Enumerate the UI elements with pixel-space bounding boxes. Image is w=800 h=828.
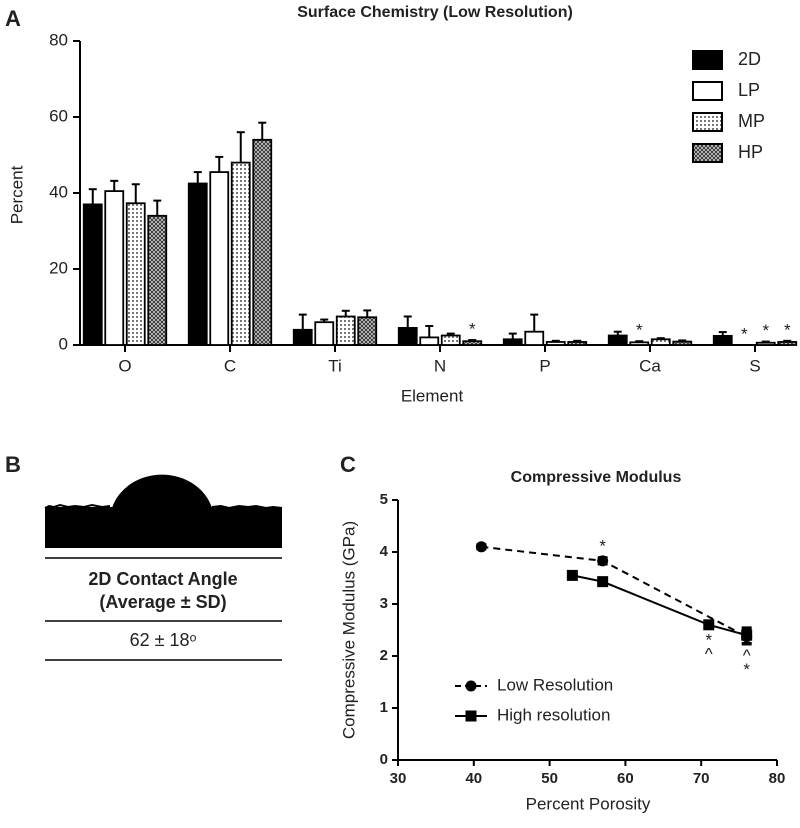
y-tick-label: 40 (49, 182, 68, 201)
table-rules (45, 557, 282, 661)
x-tick-label: Ca (639, 356, 661, 375)
series-line (572, 574, 747, 637)
marker (597, 576, 609, 588)
bar (629, 341, 650, 346)
marker (465, 680, 477, 692)
y-tick-label: 1 (380, 699, 388, 716)
significance-mark: * (741, 324, 748, 343)
x-tick-label: S (749, 356, 760, 375)
y-tick-label: 20 (49, 258, 68, 277)
significance-mark: ^ (743, 646, 751, 665)
bar (755, 341, 776, 346)
bar (440, 334, 461, 346)
y-tick-label: 2 (380, 647, 388, 664)
bar (502, 338, 523, 346)
bar (125, 202, 146, 346)
x-tick-label: 70 (693, 770, 710, 787)
bar (462, 340, 483, 346)
legend-swatch (692, 143, 723, 163)
x-tick-label: C (224, 356, 236, 375)
significance-mark: * (762, 321, 769, 340)
legend-label: Low Resolution (497, 675, 613, 694)
significance-mark: * (743, 660, 750, 679)
bar (397, 326, 418, 346)
bar (357, 316, 378, 346)
x-axis-label: Percent Porosity (526, 794, 651, 813)
x-tick-label: 50 (541, 770, 558, 787)
table-value: 62 ± 18ᵒ (130, 630, 197, 650)
legend-swatch (692, 81, 723, 101)
bar (545, 341, 566, 346)
x-tick-label: 30 (390, 770, 407, 787)
bar (335, 315, 356, 346)
panel-letter: C (340, 452, 356, 477)
legend-swatch (692, 112, 723, 132)
marker (597, 555, 609, 567)
panel-letter: B (5, 452, 21, 477)
bar (314, 321, 335, 346)
legend-swatch (692, 50, 723, 70)
legend-label: MP (738, 111, 765, 131)
bar (607, 334, 628, 346)
y-tick-label: 5 (380, 491, 388, 508)
chart-title: Compressive Modulus (511, 469, 682, 486)
bar (777, 341, 798, 346)
bar (209, 171, 230, 346)
panel-letter: A (5, 6, 21, 31)
x-axis-label: Element (401, 386, 464, 405)
x-tick-label: Ti (328, 356, 342, 375)
x-tick-label: 60 (617, 770, 634, 787)
significance-mark: * (469, 320, 476, 339)
significance-mark: ^ (705, 644, 713, 663)
y-axis-label: Compressive Modulus (GPa) (339, 521, 358, 739)
x-tick-label: O (118, 356, 131, 375)
legend-label: HP (738, 142, 763, 162)
y-tick-label: 80 (49, 30, 68, 49)
y-tick-label: 3 (380, 595, 388, 612)
bar (230, 161, 251, 346)
legend-label: 2D (738, 49, 761, 69)
y-tick-label: 0 (59, 334, 68, 353)
significance-mark: * (705, 630, 712, 649)
bar (419, 336, 440, 346)
marker (465, 710, 477, 722)
marker (703, 619, 715, 631)
table-header: (Average ± SD) (99, 592, 226, 612)
droplet-image (44, 474, 283, 548)
significance-mark: * (599, 537, 606, 556)
bar (147, 214, 168, 346)
y-axis-label: Percent (7, 165, 26, 224)
bar (292, 328, 313, 346)
bar (252, 138, 273, 346)
significance-mark: * (784, 320, 791, 339)
bar (712, 334, 733, 346)
significance-mark: * (636, 321, 643, 340)
bar (82, 203, 103, 346)
x-tick-label: 40 (465, 770, 482, 787)
bar (567, 341, 588, 346)
y-tick-label: 0 (380, 751, 388, 768)
marker (566, 569, 578, 581)
bar (524, 330, 545, 346)
y-tick-label: 4 (380, 543, 389, 560)
bar (104, 190, 125, 346)
chart-title: Surface Chemistry (Low Resolution) (297, 4, 573, 21)
y-tick-label: 60 (49, 106, 68, 125)
table-header: 2D Contact Angle (88, 569, 237, 589)
legend-label: High resolution (497, 705, 610, 724)
bar (187, 182, 208, 346)
marker (741, 629, 753, 641)
marker (475, 541, 487, 553)
x-tick-label: P (539, 356, 550, 375)
x-tick-label: 80 (769, 770, 786, 787)
legend-label: LP (738, 80, 760, 100)
bar (650, 338, 671, 346)
bar (672, 340, 693, 346)
x-tick-label: N (434, 356, 446, 375)
